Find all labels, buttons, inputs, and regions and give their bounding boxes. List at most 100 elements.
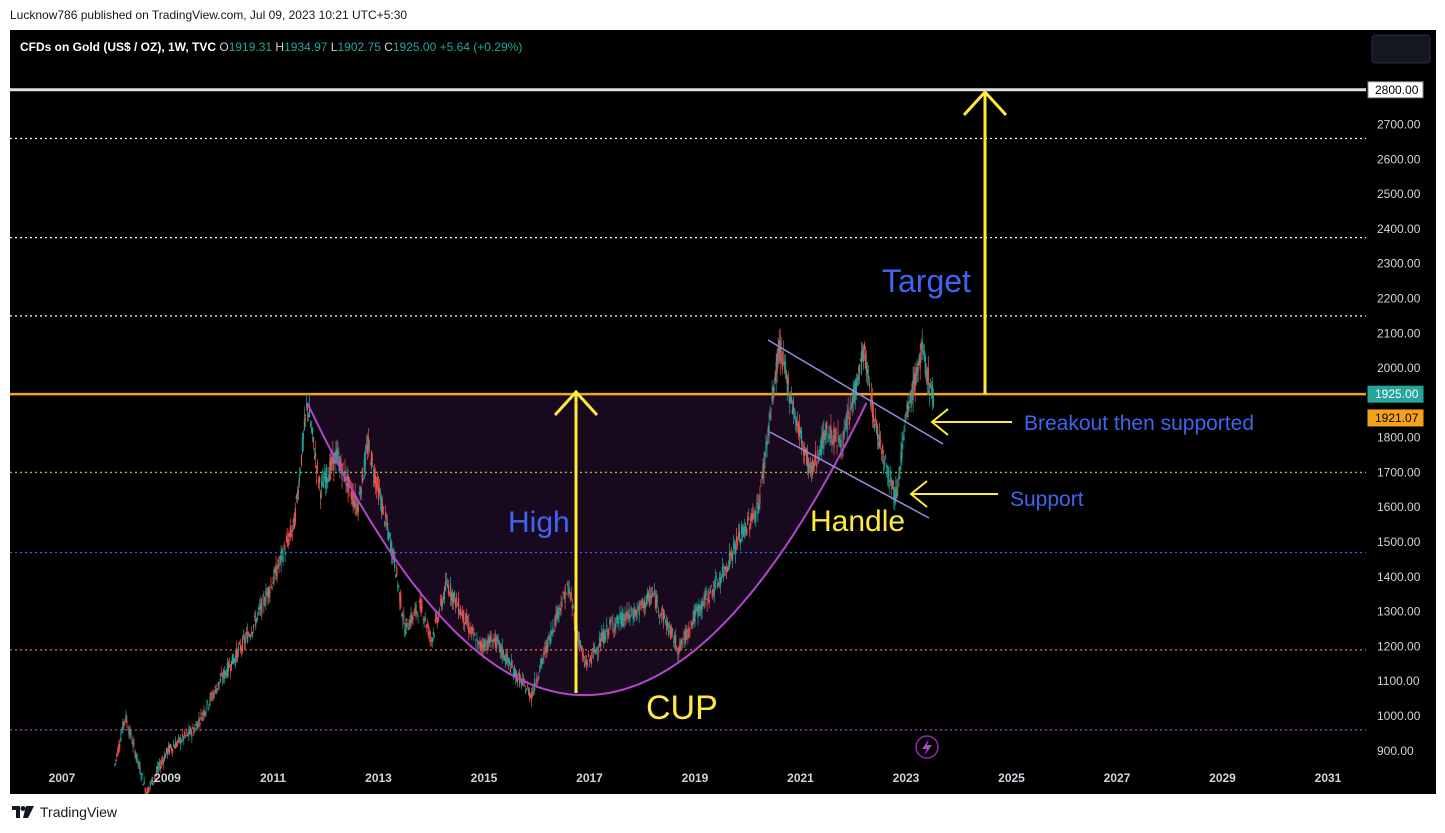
candle-body [573, 614, 575, 624]
candle-body [568, 588, 570, 594]
annotation-high: High [508, 506, 570, 539]
candle-body [865, 362, 868, 376]
candle-body [352, 492, 354, 505]
candle-body [779, 340, 781, 362]
candle-body [650, 594, 652, 600]
breakout-pointer-arrow [930, 408, 1012, 436]
candle-body [626, 609, 628, 619]
candle-body [665, 623, 668, 630]
candle-body [630, 606, 632, 613]
candle-body [226, 662, 228, 677]
candle-body [894, 489, 896, 503]
candle-body [846, 414, 848, 432]
candle-body [406, 618, 408, 621]
candle-body [200, 712, 202, 714]
candle-body [855, 378, 857, 392]
candle-body [641, 598, 643, 606]
candle-body [541, 658, 543, 665]
candle-body [744, 526, 746, 532]
candle-body [356, 506, 358, 514]
candle-body [311, 427, 314, 435]
y-tick-label: 1300.00 [1377, 605, 1421, 619]
candle-body [257, 612, 259, 614]
publisher-line: Lucknow786 published on TradingView.com,… [10, 8, 408, 22]
candle-body [178, 736, 180, 738]
candle-body [555, 614, 557, 625]
candle-body [823, 429, 825, 449]
candle-body [609, 619, 611, 625]
x-tick-label: 2021 [787, 771, 814, 785]
chart-area[interactable]: Target High CUP Handle Breakout then support… [10, 30, 1436, 794]
candle-body [690, 621, 692, 623]
open-label: O [219, 40, 228, 54]
candle-body [919, 352, 921, 369]
candle-body [767, 428, 769, 435]
candle-body [474, 634, 476, 636]
candle-body [325, 476, 327, 489]
candle-body [266, 593, 268, 595]
high-label: H [275, 40, 284, 54]
candle-body [333, 452, 335, 471]
candle-body [269, 590, 271, 594]
candle-body [742, 527, 744, 535]
candle-body [881, 452, 883, 454]
candle-body [646, 593, 648, 601]
candle-body [813, 463, 815, 468]
candle-body [180, 737, 182, 745]
candle-body [130, 732, 132, 738]
candle-body [478, 641, 480, 643]
chart-control-box [1371, 34, 1431, 64]
candle-body [225, 672, 227, 677]
candle-body [631, 613, 633, 616]
candle-body [578, 639, 580, 645]
chart-svg[interactable]: Target High CUP Handle Breakout then support… [10, 30, 1436, 794]
candle-body [932, 396, 934, 407]
candle-body [358, 492, 360, 495]
candle-body [773, 387, 775, 392]
candle-body [193, 730, 195, 734]
candle-body [220, 673, 222, 676]
candle-body [875, 420, 878, 433]
candle-body [125, 713, 127, 722]
candle-body [830, 426, 832, 439]
candle-body [900, 452, 902, 463]
candle-body [208, 703, 210, 707]
candle-body [727, 567, 730, 569]
candle-body [367, 436, 369, 451]
candle-body [326, 466, 328, 483]
candle-body [495, 636, 497, 650]
candle-body [309, 423, 312, 427]
candle-body [289, 526, 291, 537]
candle-body [911, 383, 913, 397]
candle-body [439, 599, 441, 601]
candle-body [387, 522, 389, 530]
candle-body [629, 615, 631, 619]
candle-body [465, 613, 467, 624]
candle-body [597, 653, 599, 655]
candle-body [443, 586, 446, 599]
candle-body [283, 544, 285, 550]
candle-body [702, 605, 704, 607]
candle-body [761, 474, 763, 479]
candle-body [811, 464, 813, 471]
candle-body [421, 606, 423, 610]
candle-body [355, 503, 357, 507]
candle-body [797, 422, 800, 435]
candle-body [279, 556, 281, 559]
candle-body [189, 728, 191, 734]
candle-body [700, 603, 702, 613]
x-tick-label: 2017 [576, 771, 603, 785]
candle-body [814, 462, 816, 466]
candle-body [491, 646, 493, 648]
candle-body [628, 608, 630, 620]
candle-body [888, 467, 890, 482]
candle-body [397, 583, 399, 587]
candle-body [147, 787, 149, 793]
candle-body [716, 585, 718, 588]
candle-body [369, 463, 371, 465]
candle-body [295, 495, 297, 499]
candle-body [235, 647, 238, 658]
candle-body [635, 610, 637, 617]
candle-body [277, 559, 279, 569]
candle-body [351, 491, 353, 500]
